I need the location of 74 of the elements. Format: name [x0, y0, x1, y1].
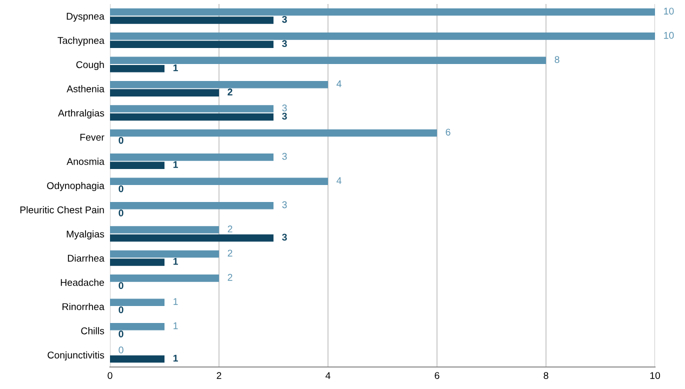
x-tick-label: 8	[544, 372, 548, 379]
bar	[110, 8, 655, 16]
data-label: 6	[446, 128, 450, 136]
x-tick-label: 0	[108, 372, 112, 379]
y-tick-label: Asthenia	[66, 85, 104, 92]
bar	[110, 202, 274, 210]
y-tick-label: Fever	[80, 134, 104, 141]
y-tick-label: Myalgias	[66, 230, 104, 240]
data-label: 3	[282, 16, 287, 23]
data-label: 0	[118, 330, 124, 338]
y-tick-label: Odynophagia	[47, 182, 104, 192]
data-label: 1	[174, 298, 178, 305]
bar	[110, 234, 274, 242]
y-tick-label: Rinorrhea	[62, 302, 104, 310]
bar	[110, 322, 164, 330]
data-label: 8	[554, 56, 560, 63]
data-label: 1	[173, 64, 178, 72]
y-tick-label: Cough	[76, 60, 104, 70]
data-label: 1	[173, 161, 178, 168]
data-label: 3	[282, 104, 287, 112]
bar	[110, 154, 274, 161]
bar	[110, 162, 164, 170]
bar	[110, 129, 437, 137]
x-tick-label: 10	[650, 372, 660, 379]
y-tick-label: Pleuritic Chest Pain	[20, 206, 104, 214]
x-tick-label: 4	[326, 372, 330, 379]
data-label: 3	[282, 234, 287, 241]
data-label: 2	[228, 250, 232, 256]
bar	[110, 56, 546, 64]
x-tick-label: 2	[216, 372, 222, 379]
data-label: 0	[118, 306, 124, 314]
y-tick-label: Tachypnea	[58, 36, 104, 46]
data-label: 3	[282, 112, 287, 120]
data-label: 1	[173, 354, 178, 362]
data-label: 2	[228, 274, 232, 281]
data-label: 0	[118, 346, 124, 354]
x-tick-label: 6	[434, 372, 440, 379]
bar	[110, 40, 274, 48]
bar	[110, 355, 164, 363]
data-label: 2	[228, 88, 232, 96]
bar	[110, 178, 328, 186]
bar	[110, 105, 274, 112]
bar	[110, 226, 219, 234]
data-label: 4	[336, 177, 342, 184]
bar	[110, 89, 219, 96]
data-label: 3	[282, 152, 287, 160]
y-tick-label: Anosmia	[66, 158, 104, 165]
data-label: 1	[174, 322, 178, 330]
data-label: 3	[282, 201, 287, 208]
data-label: 2	[228, 226, 232, 232]
y-tick-label: Headache	[60, 278, 104, 286]
bar	[110, 64, 164, 72]
bar	[110, 80, 328, 88]
y-tick-label: Diarrhea	[68, 254, 104, 262]
data-label: 0	[118, 185, 124, 192]
data-label: 0	[118, 210, 124, 216]
bar	[110, 250, 219, 258]
y-tick-label: Conjunctivitis	[48, 351, 104, 360]
bar	[110, 258, 164, 266]
data-label: 1	[173, 258, 178, 265]
data-label: 3	[282, 40, 287, 48]
data-label: 10	[664, 8, 674, 15]
bar	[110, 16, 274, 24]
data-label: 0	[118, 282, 124, 290]
data-label: 0	[118, 136, 124, 144]
y-tick-label: Arthralgias	[58, 109, 104, 118]
bar	[110, 298, 164, 306]
bar	[110, 274, 219, 282]
y-tick-label: Chills	[81, 327, 104, 334]
y-tick-label: Dyspnea	[66, 12, 104, 22]
bar	[110, 113, 274, 121]
data-label: 4	[336, 80, 342, 88]
bar	[110, 32, 655, 40]
data-label: 10	[664, 32, 674, 39]
